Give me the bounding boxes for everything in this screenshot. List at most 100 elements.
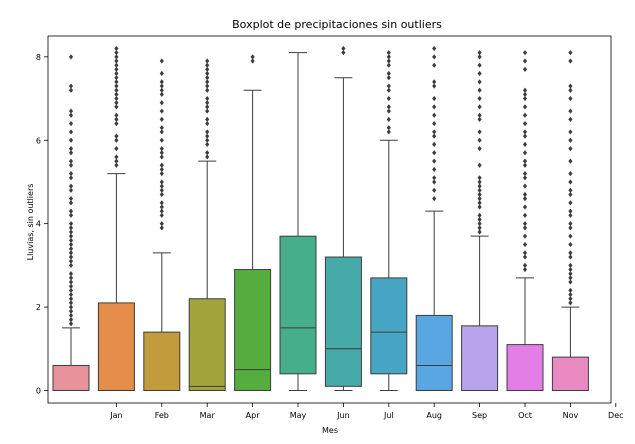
flier-11-31 (568, 58, 573, 64)
flier-6-1 (341, 45, 346, 52)
flier-10-26 (522, 87, 528, 93)
flier-0-15 (68, 254, 74, 260)
flier-11-3 (568, 287, 573, 293)
flier-1-3 (114, 146, 119, 152)
flier-11-25 (568, 129, 573, 135)
flier-9-12 (477, 175, 482, 181)
flier-10-25 (522, 91, 528, 97)
flier-3-14 (205, 79, 210, 85)
flier-11-30 (568, 83, 573, 89)
flier-11-7 (568, 266, 573, 273)
flier-3-11 (205, 95, 210, 102)
flier-9-25 (477, 54, 482, 60)
flier-10-24 (522, 95, 528, 102)
flier-10-17 (522, 150, 528, 156)
box-5 (279, 235, 317, 375)
flier-0-4 (68, 304, 74, 310)
flier-10-13 (522, 175, 528, 181)
flier-3-17 (205, 66, 210, 72)
flier-11-15 (568, 212, 573, 218)
y-tick-label-3: 6 (36, 136, 41, 145)
flier-7-8 (386, 75, 391, 81)
flier-8-2 (432, 179, 437, 185)
y-tick-label-2: 4 (36, 220, 41, 229)
flier-11-17 (568, 200, 573, 206)
flier-7-12 (386, 54, 391, 60)
flier-7-11 (386, 58, 391, 64)
box-11 (551, 356, 589, 391)
flier-10-7 (522, 221, 528, 227)
flier-10-5 (522, 233, 528, 239)
flier-7-6 (386, 87, 391, 93)
flier-11-0 (568, 300, 573, 306)
flier-10-15 (522, 162, 528, 168)
flier-0-19 (68, 237, 74, 243)
flier-0-36 (68, 137, 74, 143)
flier-3-9 (205, 104, 210, 110)
flier-2-15 (159, 146, 164, 152)
flier-2-18 (159, 125, 164, 131)
flier-9-22 (477, 79, 482, 85)
flier-2-22 (159, 91, 164, 97)
flier-3-16 (205, 70, 210, 77)
x-tick-label-8: Sep (472, 411, 487, 420)
flier-3-3 (205, 137, 210, 143)
flier-0-42 (68, 83, 74, 89)
x-tick-label-4: May (290, 411, 307, 420)
flier-1-10 (114, 100, 119, 106)
flier-10-9 (522, 204, 528, 210)
flier-9-17 (477, 116, 482, 123)
flier-8-6 (432, 150, 437, 156)
flier-9-20 (477, 95, 482, 102)
box-10 (506, 344, 544, 391)
flier-10-4 (522, 241, 528, 248)
flier-1-12 (114, 91, 119, 97)
flier-11-18 (568, 191, 573, 198)
x-tick-label-9: Oct (518, 411, 532, 420)
flier-0-29 (68, 183, 74, 189)
flier-9-18 (477, 112, 482, 118)
flier-9-26 (477, 50, 482, 56)
flier-8-8 (432, 133, 437, 139)
flier-10-16 (522, 158, 528, 164)
flier-10-18 (522, 141, 528, 148)
flier-7-2 (386, 116, 391, 123)
flier-9-4 (477, 212, 482, 218)
flier-9-5 (477, 204, 482, 210)
flier-11-4 (568, 279, 573, 285)
box-4 (234, 269, 272, 391)
flier-3-8 (205, 108, 210, 114)
flier-11-28 (568, 95, 573, 102)
flier-8-9 (432, 129, 437, 135)
x-tick-label-1: Feb (155, 411, 169, 420)
flier-1-8 (114, 112, 119, 118)
flier-8-13 (432, 95, 437, 102)
flier-11-9 (568, 254, 573, 260)
flier-8-14 (432, 83, 437, 89)
box-9 (461, 325, 499, 391)
x-tick-label-0: Jan (109, 411, 122, 420)
flier-10-3 (522, 250, 528, 256)
flier-1-4 (114, 137, 119, 143)
box-3 (188, 298, 226, 391)
flier-9-2 (477, 221, 482, 227)
flier-1-19 (114, 62, 119, 68)
flier-2-20 (159, 108, 164, 114)
flier-0-12 (68, 271, 74, 277)
flier-3-2 (205, 141, 210, 148)
flier-8-12 (432, 104, 437, 110)
y-tick-label-4: 8 (36, 53, 41, 62)
flier-11-23 (568, 146, 573, 152)
flier-7-1 (386, 125, 391, 131)
flier-0-10 (68, 279, 74, 285)
flier-7-5 (386, 95, 391, 102)
flier-10-20 (522, 129, 528, 135)
box-7 (370, 277, 408, 375)
flier-0-13 (68, 262, 74, 268)
flier-9-6 (477, 200, 482, 206)
plot-frame (47, 35, 612, 404)
flier-0-39 (68, 112, 74, 118)
x-tick-label-2: Mar (200, 411, 216, 420)
flier-2-10 (159, 171, 164, 177)
flier-8-18 (432, 45, 437, 52)
